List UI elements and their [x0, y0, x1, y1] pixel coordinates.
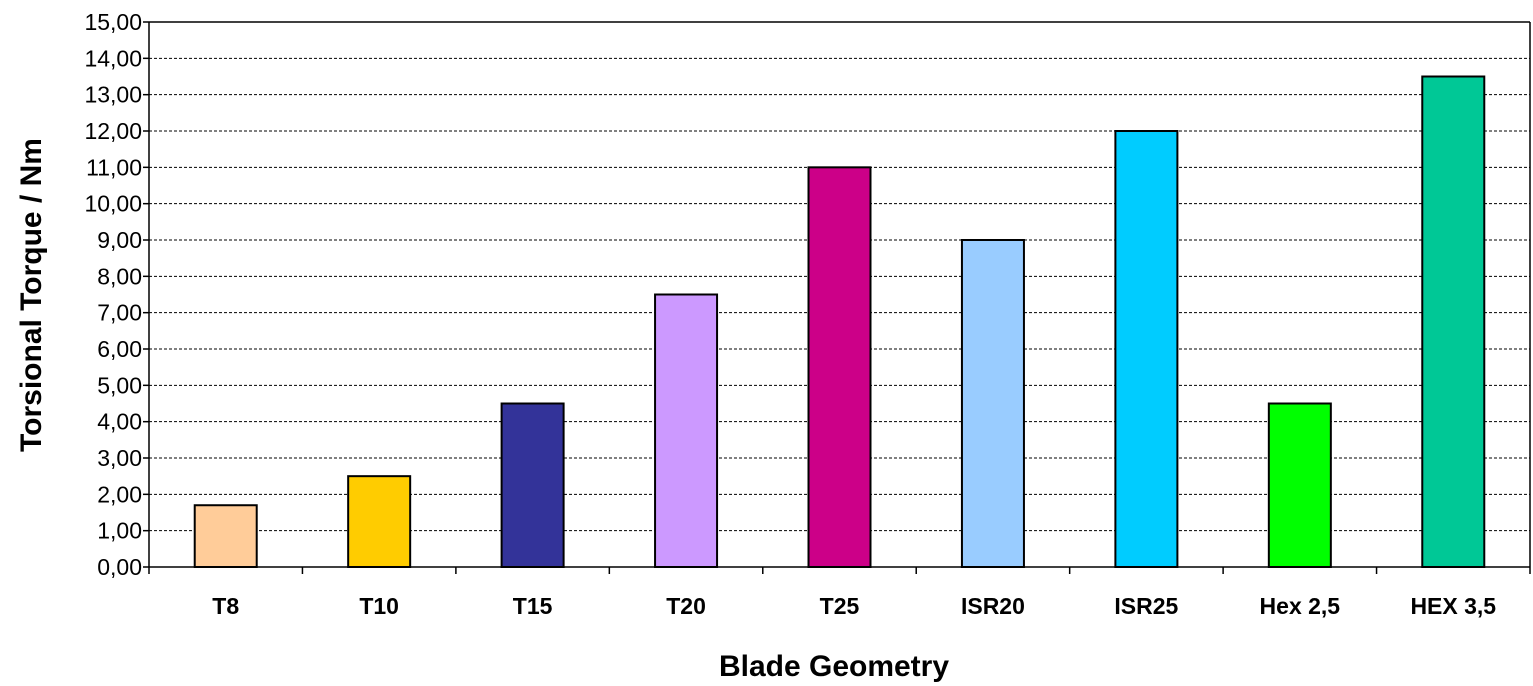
x-tick-label: T10	[359, 593, 399, 619]
y-tick-label: 5,00	[97, 372, 142, 398]
x-tick-label: T25	[820, 593, 860, 619]
y-tick-labels: 0,00 1,00 2,00 3,00 4,00 5,00 6,00 7,00 8,00 9,00…	[84, 9, 142, 580]
y-tick-label: 3,00	[97, 445, 142, 471]
y-tick-label: 13,00	[84, 82, 142, 108]
y-tick-label: 7,00	[97, 300, 142, 326]
x-tick-label: T20	[666, 593, 706, 619]
x-tick-label: Hex 2,5	[1260, 593, 1341, 619]
y-tick-label: 4,00	[97, 409, 142, 435]
y-tick-label: 2,00	[97, 481, 142, 507]
bar-isr20	[960, 239, 1025, 568]
x-tick-label: HEX 3,5	[1410, 593, 1496, 619]
y-tick-label: 1,00	[97, 518, 142, 544]
bar-t25	[807, 166, 872, 568]
x-tick-label: ISR25	[1114, 593, 1178, 619]
bar-hex-2-5	[1267, 402, 1332, 568]
x-axis-title: Blade Geometry	[719, 650, 949, 683]
y-tick-label: 11,00	[86, 154, 142, 180]
bar-t8	[193, 504, 258, 569]
bar-t20	[654, 293, 719, 568]
x-tick-label: T15	[513, 593, 553, 619]
y-axis-title: Torsional Torque / Nm	[15, 138, 48, 452]
x-tick-label: T8	[212, 593, 239, 619]
y-tick-label: 14,00	[84, 45, 142, 71]
y-tick-label: 12,00	[84, 118, 142, 144]
x-tick-labels: T8 T10 T15 T20 T25 ISR20 ISR25 Hex 2,5 HEX 3,5	[212, 593, 1496, 619]
y-tick-label: 8,00	[97, 263, 142, 289]
bar-t10	[347, 475, 412, 568]
bars	[193, 75, 1486, 569]
axes	[143, 21, 1531, 574]
x-tick-label: ISR20	[961, 593, 1025, 619]
y-tick-label: 0,00	[97, 554, 142, 580]
y-tick-label: 6,00	[97, 336, 142, 362]
y-tick-label: 9,00	[97, 227, 142, 253]
y-tick-label: 10,00	[84, 191, 142, 217]
bar-hex-3-5	[1421, 75, 1486, 568]
y-tick-label: 15,00	[84, 9, 142, 35]
bar-t15	[500, 402, 565, 568]
bar-isr25	[1114, 130, 1179, 568]
